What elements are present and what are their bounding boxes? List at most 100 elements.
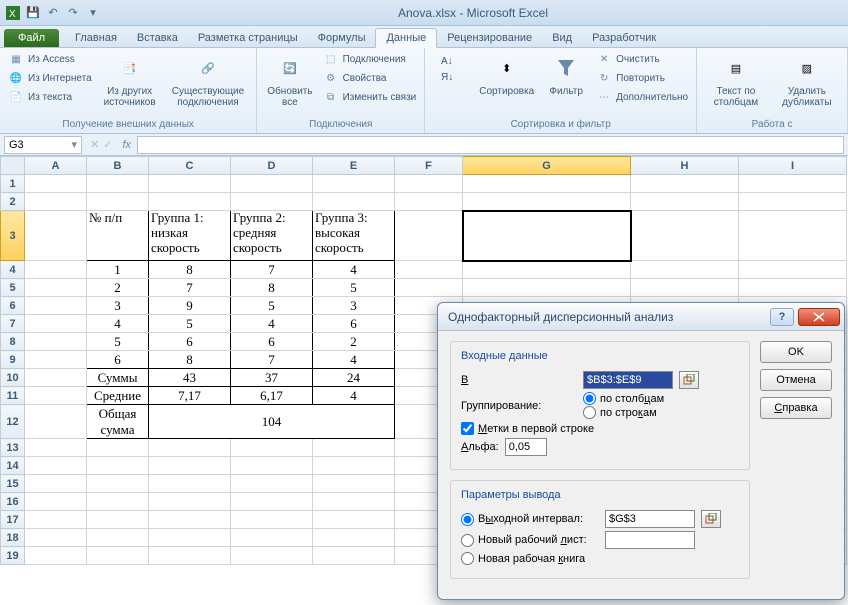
cell[interactable] xyxy=(395,175,463,193)
cell[interactable] xyxy=(87,439,149,457)
cell[interactable] xyxy=(231,493,313,511)
cell[interactable]: 8 xyxy=(231,279,313,297)
cell[interactable] xyxy=(395,193,463,211)
cell[interactable] xyxy=(631,261,739,279)
cell[interactable] xyxy=(25,279,87,297)
cell[interactable] xyxy=(313,193,395,211)
cell[interactable] xyxy=(25,175,87,193)
cell[interactable] xyxy=(231,439,313,457)
cell[interactable]: 2 xyxy=(313,333,395,351)
cell[interactable]: 3 xyxy=(313,297,395,315)
cell[interactable] xyxy=(231,529,313,547)
cell[interactable] xyxy=(231,547,313,565)
row-header[interactable]: 11 xyxy=(1,387,25,405)
column-header[interactable]: C xyxy=(149,157,231,175)
row-header[interactable]: 9 xyxy=(1,351,25,369)
tab-data[interactable]: Данные xyxy=(375,28,437,48)
cell[interactable] xyxy=(25,457,87,475)
row-header[interactable]: 14 xyxy=(1,457,25,475)
from-access-button[interactable]: ▦Из Access xyxy=(6,50,94,68)
cell[interactable] xyxy=(231,457,313,475)
redo-icon[interactable]: ↷ xyxy=(64,4,82,22)
dialog-titlebar[interactable]: Однофакторный дисперсионный анализ ? xyxy=(438,303,844,331)
sort-button[interactable]: ⬍Сортировка xyxy=(475,50,538,99)
cell[interactable] xyxy=(231,475,313,493)
cell[interactable] xyxy=(149,457,231,475)
cell[interactable] xyxy=(395,211,463,261)
row-header[interactable]: 10 xyxy=(1,369,25,387)
cell[interactable] xyxy=(313,457,395,475)
cell[interactable] xyxy=(25,193,87,211)
excel-icon[interactable]: X xyxy=(4,4,22,22)
cell[interactable] xyxy=(313,475,395,493)
clear-filter-button[interactable]: ✕Очистить xyxy=(594,50,690,68)
cell[interactable] xyxy=(463,175,631,193)
cell[interactable]: Общая сумма xyxy=(87,405,149,439)
cell[interactable]: 4 xyxy=(313,387,395,405)
cell[interactable]: 4 xyxy=(231,315,313,333)
cell[interactable] xyxy=(149,493,231,511)
cell[interactable] xyxy=(25,211,87,261)
row-header[interactable]: 4 xyxy=(1,261,25,279)
cell[interactable] xyxy=(87,457,149,475)
cell[interactable]: Средние xyxy=(87,387,149,405)
undo-icon[interactable]: ↶ xyxy=(44,4,62,22)
cell[interactable] xyxy=(25,261,87,279)
cell[interactable] xyxy=(25,511,87,529)
existing-conn-button[interactable]: 🔗Существующие подключения xyxy=(166,50,251,110)
row-header[interactable]: 18 xyxy=(1,529,25,547)
cell[interactable]: 9 xyxy=(149,297,231,315)
cell[interactable] xyxy=(313,175,395,193)
edit-links-button[interactable]: ⧉Изменить связи xyxy=(321,88,419,106)
column-header[interactable]: I xyxy=(739,157,847,175)
cell[interactable] xyxy=(631,193,739,211)
alpha-input[interactable] xyxy=(505,438,547,456)
cell[interactable]: 6,17 xyxy=(231,387,313,405)
tab-layout[interactable]: Разметка страницы xyxy=(188,29,308,47)
cell[interactable]: 7 xyxy=(231,261,313,279)
new-sheet-input[interactable] xyxy=(605,531,695,549)
cell[interactable]: 8 xyxy=(149,351,231,369)
cell[interactable]: 5 xyxy=(87,333,149,351)
cell[interactable] xyxy=(149,529,231,547)
cell[interactable] xyxy=(25,369,87,387)
dialog-help-button[interactable]: ? xyxy=(770,308,794,326)
row-header[interactable]: 7 xyxy=(1,315,25,333)
cell[interactable]: № п/п xyxy=(87,211,149,261)
cell[interactable] xyxy=(313,547,395,565)
cell[interactable] xyxy=(739,261,847,279)
tab-dev[interactable]: Разработчик xyxy=(582,29,666,47)
connections-button[interactable]: ⬚Подключения xyxy=(321,50,419,68)
formula-input[interactable] xyxy=(137,136,844,154)
cell[interactable]: Группа 1: низкая скорость xyxy=(149,211,231,261)
output-range-ref-button[interactable] xyxy=(701,510,721,528)
remove-duplicates-button[interactable]: ▨Удалить дубликаты xyxy=(773,50,841,110)
sort-az-button[interactable]: А↓Я↓ xyxy=(431,50,471,86)
row-header[interactable]: 2 xyxy=(1,193,25,211)
cell[interactable] xyxy=(87,193,149,211)
column-header[interactable]: F xyxy=(395,157,463,175)
cell[interactable] xyxy=(149,193,231,211)
cell[interactable]: 7 xyxy=(149,279,231,297)
cell[interactable] xyxy=(739,175,847,193)
cell[interactable]: 6 xyxy=(231,333,313,351)
cell[interactable]: 1 xyxy=(87,261,149,279)
cell[interactable]: 8 xyxy=(149,261,231,279)
ok-button[interactable]: OK xyxy=(760,341,832,363)
filter-button[interactable]: Фильтр xyxy=(542,50,590,99)
cell[interactable] xyxy=(313,439,395,457)
qat-more-icon[interactable]: ▾ xyxy=(84,4,102,22)
output-range-input[interactable] xyxy=(605,510,695,528)
from-web-button[interactable]: 🌐Из Интернета xyxy=(6,69,94,87)
cell[interactable] xyxy=(87,475,149,493)
help-button[interactable]: Справка xyxy=(760,397,832,419)
cell[interactable]: Группа 2: средняя скорость xyxy=(231,211,313,261)
tab-formulas[interactable]: Формулы xyxy=(308,29,376,47)
column-header[interactable]: G xyxy=(463,157,631,175)
cell[interactable] xyxy=(231,175,313,193)
row-header[interactable]: 6 xyxy=(1,297,25,315)
new-sheet-radio[interactable]: Новый рабочий лист: xyxy=(461,534,599,547)
cell[interactable]: 5 xyxy=(149,315,231,333)
by-columns-radio[interactable]: по столбцам xyxy=(583,392,664,405)
cell[interactable]: 5 xyxy=(313,279,395,297)
